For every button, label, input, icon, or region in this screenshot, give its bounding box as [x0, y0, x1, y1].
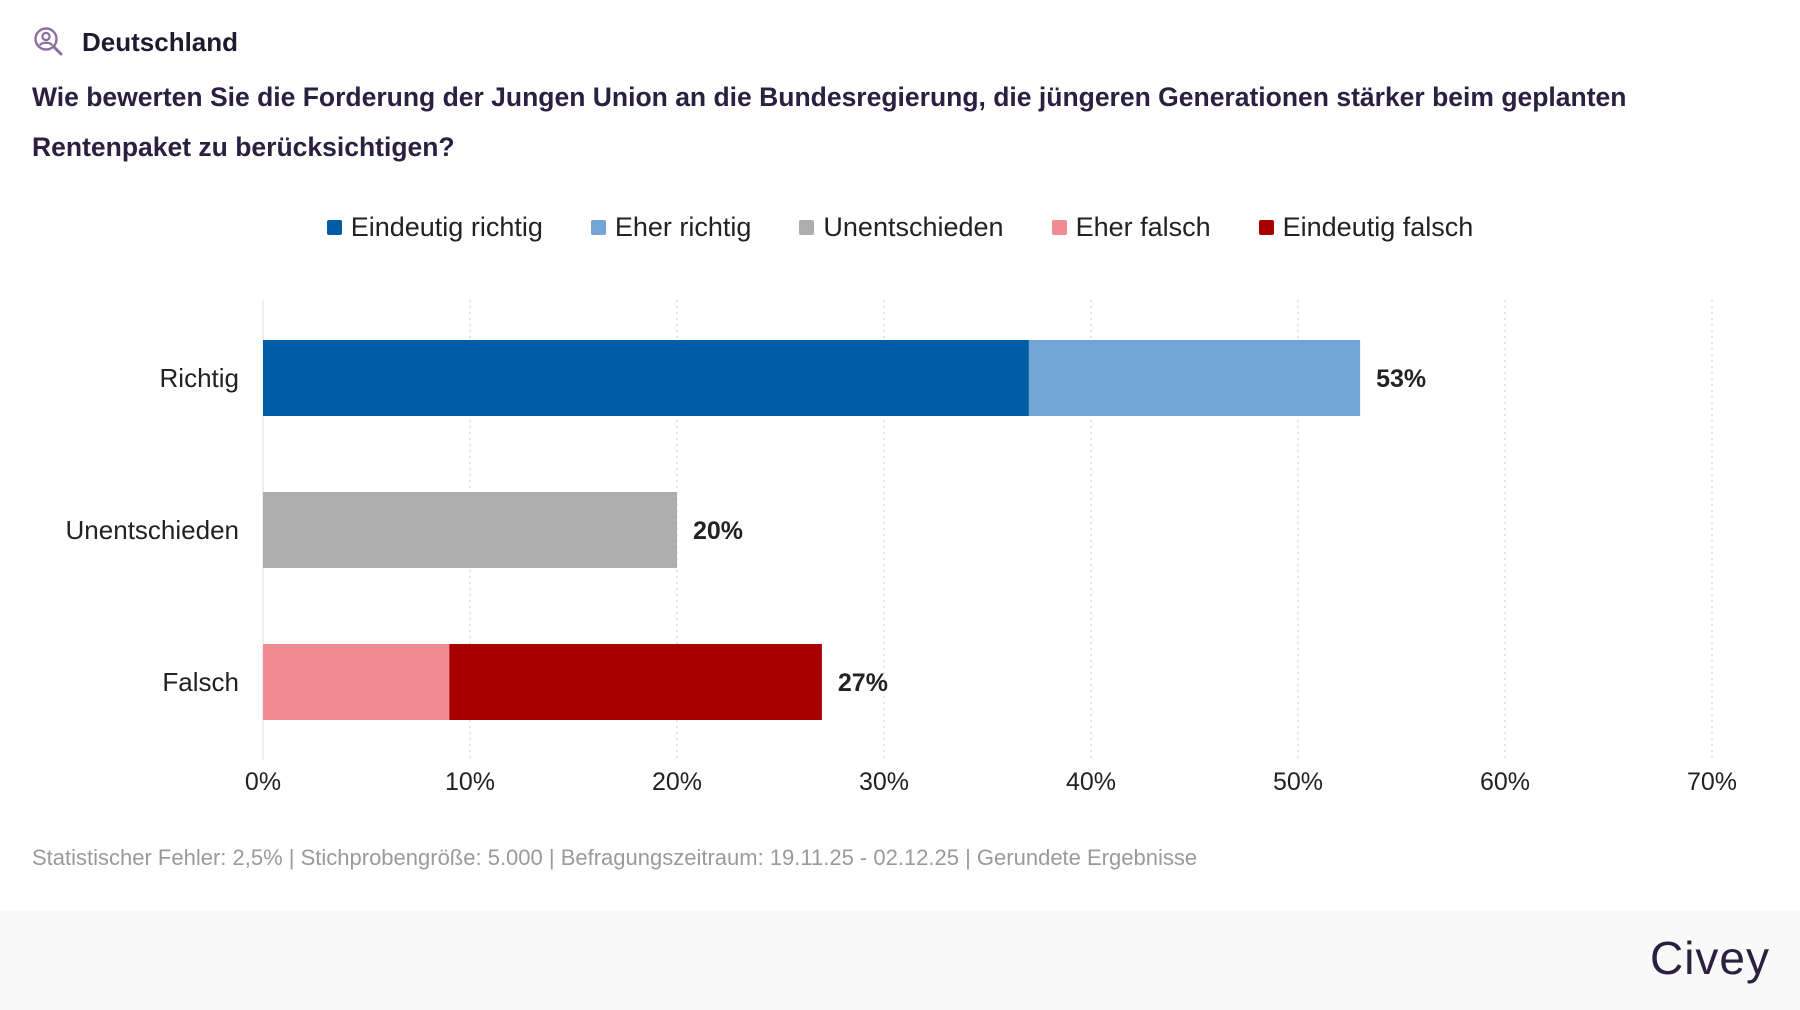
- x-tick-label: 60%: [1480, 768, 1530, 796]
- legend-label: Unentschieden: [823, 212, 1004, 242]
- legend-item: Eindeutig falsch: [1258, 212, 1474, 243]
- brand-logo: Civey: [1649, 932, 1770, 984]
- legend-item: Unentschieden: [799, 212, 1004, 243]
- total-label: 27%: [838, 669, 888, 697]
- category-label: Unentschieden: [66, 515, 239, 545]
- chart-question: Wie bewerten Sie die Forderung der Junge…: [32, 82, 1627, 162]
- footer: Civey: [0, 911, 1800, 1010]
- legend-label: Eher richtig: [614, 212, 752, 242]
- x-tick-label: 30%: [859, 768, 909, 796]
- legend-swatch: [590, 220, 606, 235]
- x-tick-label: 40%: [1066, 768, 1116, 796]
- bar-segment: [1028, 340, 1361, 416]
- bar-segment: [263, 492, 677, 568]
- x-tick-label: 0%: [245, 768, 281, 796]
- bar-segment: [263, 340, 1029, 416]
- total-label: 20%: [693, 517, 743, 545]
- x-tick-label: 20%: [652, 768, 702, 796]
- search-person-icon: [34, 27, 63, 56]
- legend-item: Eindeutig richtig: [326, 212, 543, 243]
- chart-header: Deutschland Wie bewerten Sie die Forderu…: [32, 22, 1772, 172]
- footnote: Statistischer Fehler: 2,5% | Stichproben…: [32, 845, 1198, 870]
- category-label: Falsch: [162, 667, 239, 697]
- legend-swatch: [1258, 220, 1274, 235]
- x-tick-label: 70%: [1687, 768, 1737, 796]
- chart-legend: Eindeutig richtig Eher richtig Unentschied…: [0, 212, 1800, 243]
- legend-label: Eher falsch: [1075, 212, 1211, 242]
- region-row: Deutschland: [32, 22, 1772, 62]
- x-tick-label: 10%: [445, 768, 495, 796]
- bar-segment: [449, 644, 822, 720]
- legend-label: Eindeutig falsch: [1282, 212, 1474, 242]
- legend-label: Eindeutig richtig: [350, 212, 543, 242]
- legend-item: Eher falsch: [1051, 212, 1211, 243]
- region-label: Deutschland: [82, 26, 239, 57]
- legend-swatch: [1051, 220, 1067, 235]
- category-label: Richtig: [160, 363, 239, 393]
- x-tick-label: 50%: [1273, 768, 1323, 796]
- bar-chart: 0% 10% 20% 30% 40% 50% 60% 70% Richtig 53% Unentsc…: [66, 300, 1737, 796]
- legend-swatch: [799, 220, 815, 235]
- bar-segment: [263, 644, 450, 720]
- legend-item: Eher richtig: [590, 212, 752, 243]
- total-label: 53%: [1376, 365, 1426, 393]
- legend-swatch: [326, 220, 342, 235]
